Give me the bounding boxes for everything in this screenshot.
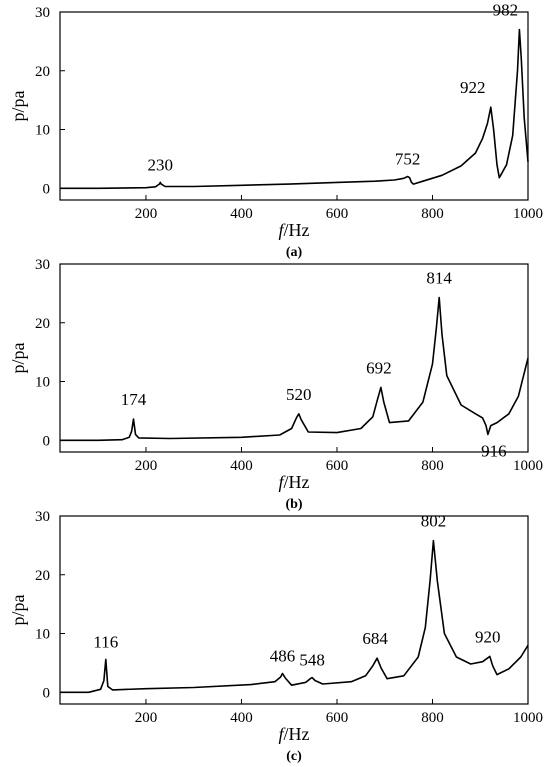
x-axis-label-unit: /Hz <box>284 472 310 492</box>
panel-label: (a) <box>286 245 303 260</box>
y-tick-label: 10 <box>35 123 50 139</box>
series-line <box>60 539 529 694</box>
y-tick-label: 20 <box>35 64 50 80</box>
y-tick-label: 20 <box>35 316 50 332</box>
peak-label: 752 <box>395 150 421 169</box>
peak-label: 692 <box>366 358 392 377</box>
y-tick-label: 30 <box>35 5 50 21</box>
peak-label: 916 <box>481 441 507 460</box>
peak-label: 802 <box>421 512 447 531</box>
peak-label: 920 <box>475 627 501 646</box>
x-axis-label: f/Hz <box>278 220 309 240</box>
plot-frame <box>59 515 529 705</box>
x-tick-label: 1000 <box>513 710 543 726</box>
x-tick-label: 400 <box>230 206 253 222</box>
y-tick-label: 30 <box>35 509 50 525</box>
peak-label: 486 <box>270 646 296 665</box>
peak-label: 982 <box>493 1 519 20</box>
x-tick-label: 600 <box>326 710 349 726</box>
x-tick-label: 600 <box>326 206 349 222</box>
x-tick-label: 600 <box>326 458 349 474</box>
x-axis-label-unit: /Hz <box>284 724 310 744</box>
series-line <box>60 296 529 442</box>
x-axis-label-symbol: f <box>278 472 286 492</box>
peak-label: 814 <box>426 268 452 287</box>
chart-panel-a: 200 400 600 800 1000 0 10 20 30 230 752 922 982 p/pa f… <box>8 1 543 260</box>
x-axis-label: f/Hz <box>278 724 309 744</box>
x-tick-label: 200 <box>135 458 158 474</box>
x-tick-label: 1000 <box>513 458 543 474</box>
x-tick-label: 400 <box>230 458 253 474</box>
x-tick-label: 200 <box>135 206 158 222</box>
y-tick-label: 0 <box>43 685 51 701</box>
x-tick-label: 400 <box>230 710 253 726</box>
y-tick-label: 10 <box>35 627 50 643</box>
x-tick-label: 1000 <box>513 206 543 222</box>
x-tick-label: 200 <box>135 710 158 726</box>
y-tick-label: 30 <box>35 257 50 273</box>
chart-panel-c: 200 400 600 800 1000 0 10 20 30 116 486 548 684 802 92… <box>8 509 543 764</box>
y-tick-label: 0 <box>43 181 51 197</box>
peak-label: 116 <box>93 632 118 651</box>
peak-label: 548 <box>299 651 325 670</box>
plot-frame <box>59 11 529 201</box>
y-axis-label: p/pa <box>8 90 28 121</box>
x-tick-label: 800 <box>421 710 444 726</box>
x-axis-label: f/Hz <box>278 472 309 492</box>
peak-label: 520 <box>286 385 312 404</box>
x-tick-label: 800 <box>421 458 444 474</box>
peak-label: 174 <box>121 390 147 409</box>
y-tick-label: 20 <box>35 568 50 584</box>
peak-label: 922 <box>460 78 486 97</box>
panel-label: (c) <box>286 749 302 764</box>
x-axis-label-symbol: f <box>278 724 286 744</box>
peak-label: 684 <box>362 629 388 648</box>
y-axis-label: p/pa <box>8 594 28 625</box>
x-tick-label: 800 <box>421 206 444 222</box>
peak-label: 230 <box>148 155 174 174</box>
x-axis-label-symbol: f <box>278 220 286 240</box>
series-line <box>60 28 529 190</box>
y-tick-label: 10 <box>35 375 50 391</box>
chart-panel-b: 200 400 600 800 1000 0 10 20 30 174 520 692 814 916 p/… <box>8 257 543 512</box>
y-axis-label: p/pa <box>8 342 28 373</box>
panel-label: (b) <box>285 497 302 512</box>
x-axis-label-unit: /Hz <box>284 220 310 240</box>
y-tick-label: 0 <box>43 433 51 449</box>
